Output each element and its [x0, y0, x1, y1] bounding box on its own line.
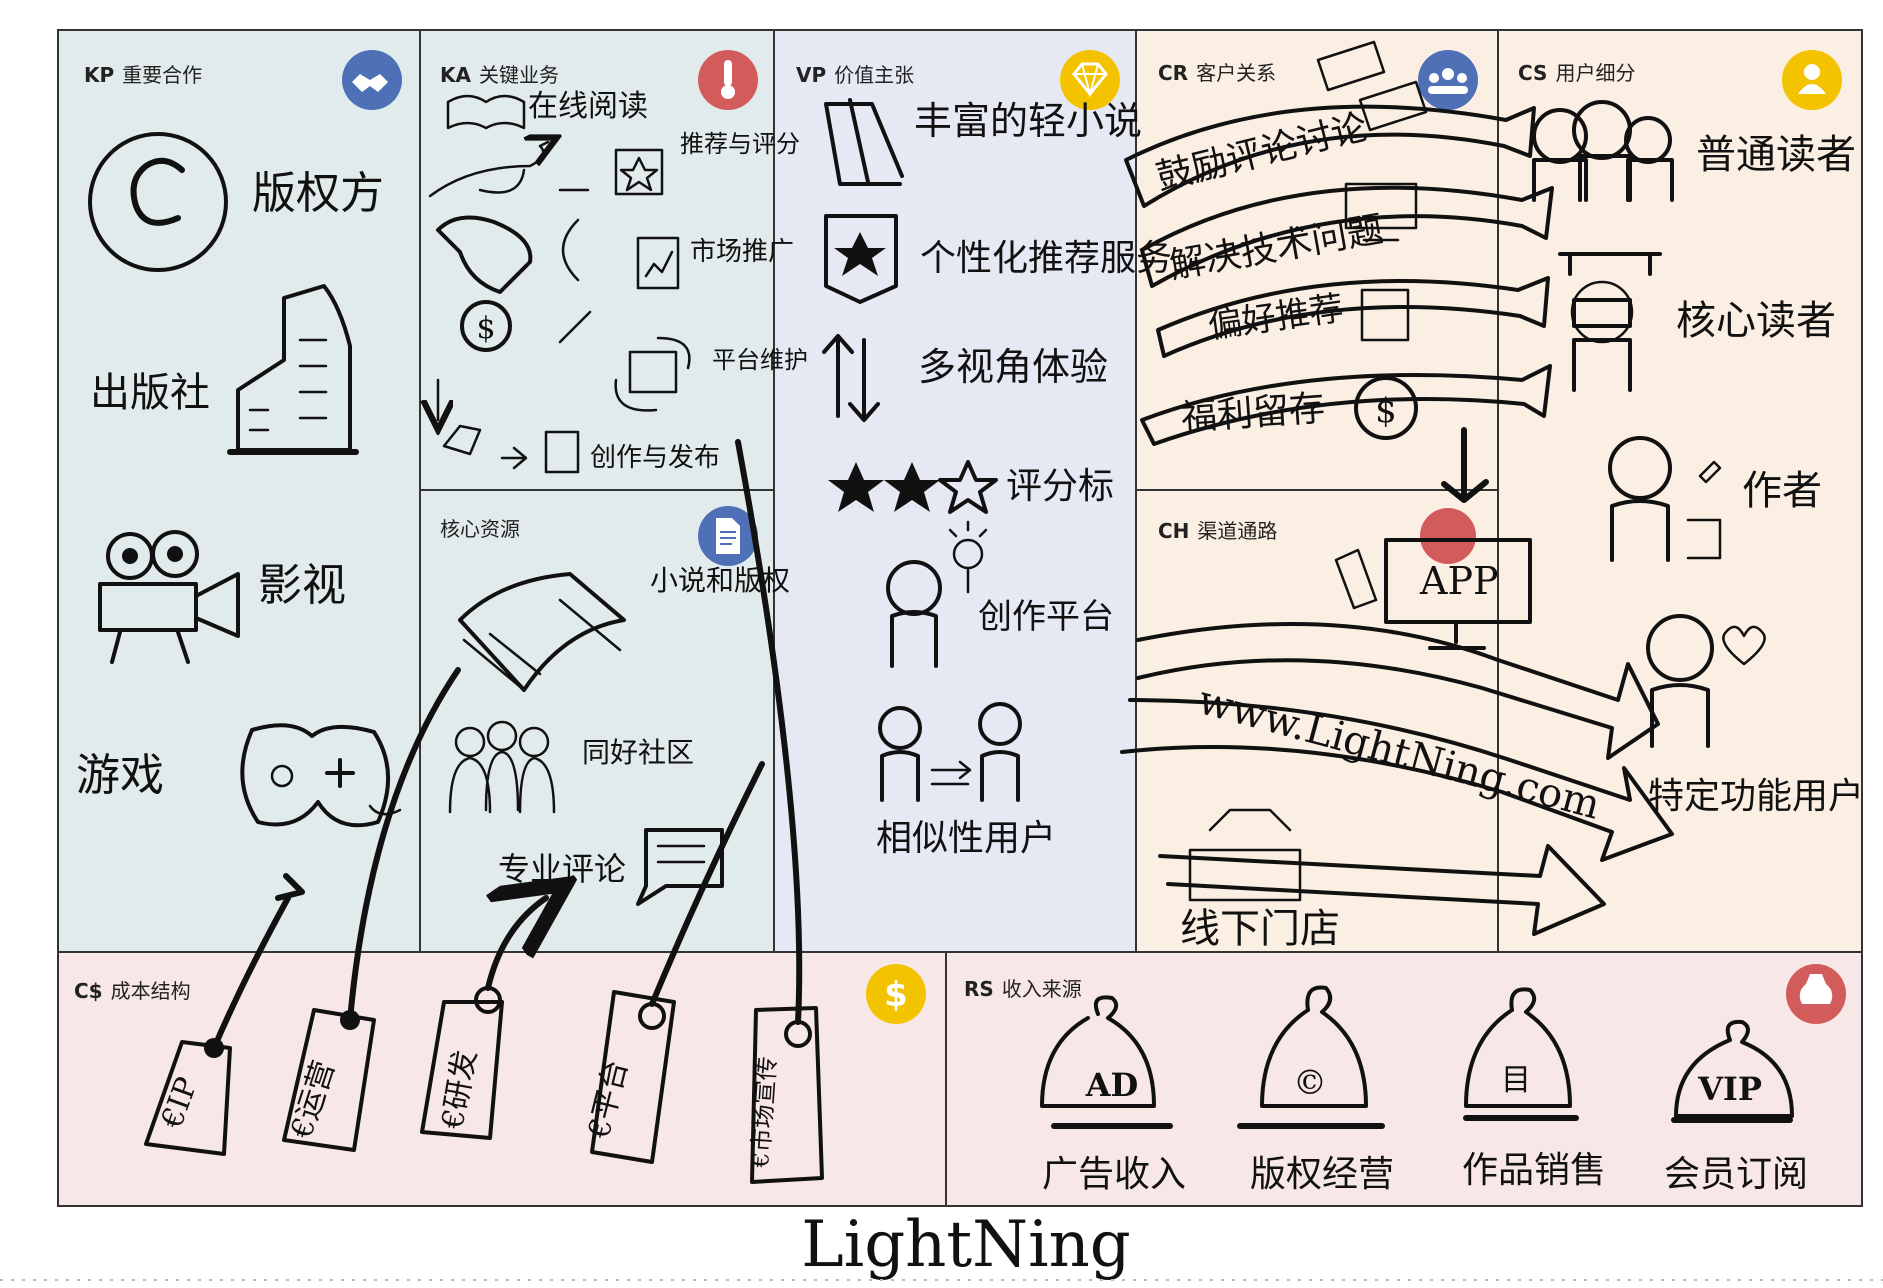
gamepad-icon: [240, 723, 402, 828]
creator-person-icon: [886, 520, 988, 668]
svg-text:$: $: [884, 975, 908, 1015]
ka-item-marketing: 市场推广: [690, 237, 794, 267]
thermometer-icon: [698, 50, 758, 110]
kr-item-pro-reviews: 专业评论: [498, 850, 626, 888]
kp-item-film: 影视: [258, 560, 346, 611]
kr-item-novels-copyright: 小说和版权: [650, 564, 790, 597]
community-people-icon: [448, 720, 556, 814]
rev-bag-mark-vip: VIP: [1697, 1070, 1762, 1108]
diamond-icon: [1060, 50, 1120, 110]
document-icon: [698, 506, 758, 566]
cs-item-authors: 作者: [1742, 468, 1822, 514]
cr-title: CR 客户关系: [1158, 61, 1276, 85]
vp-title: VP 价值主张: [796, 63, 914, 87]
cr-arrow-bands: $: [1124, 40, 1554, 503]
cs-title: CS 用户细分: [1518, 61, 1635, 85]
kr-cell: [419, 489, 775, 953]
app-screen-icon: [1334, 538, 1532, 650]
footer-logo: LightNing: [801, 1208, 1131, 1282]
copyright-icon: [88, 132, 228, 272]
handshake-icon: [342, 50, 402, 110]
books-stack-icon: [824, 98, 904, 186]
author-icon: [1608, 436, 1722, 562]
rev-cell: [945, 951, 1863, 1207]
kp-item-game: 游戏: [76, 750, 164, 801]
kr-title: 核心资源: [440, 517, 520, 541]
ka-flow-arrows: [438, 168, 592, 420]
ka-flow-arrow: [428, 142, 548, 198]
chart-board-icon: [636, 236, 680, 290]
ch-cell: [1135, 489, 1499, 953]
store-icon: [1188, 808, 1302, 902]
money-bag-vip: [1671, 1019, 1794, 1123]
ka-item-create-publish: 创作与发布: [590, 443, 720, 473]
svg-text:$: $: [1375, 391, 1397, 431]
cr-item-benefits-retention: 福利留存: [1180, 388, 1327, 439]
rev-item-membership: 会员订阅: [1664, 1154, 1808, 1195]
vp-item-creation-platform: 创作平台: [978, 597, 1114, 637]
cs-item-core-readers: 核心读者: [1676, 298, 1836, 344]
cs-item-special-users: 特定功能用户: [1648, 776, 1864, 817]
cost-title: C$ 成本结构: [74, 979, 191, 1003]
rev-item-sales: 作品销售: [1462, 1150, 1606, 1191]
building-icon: [227, 284, 359, 455]
general-readers-icon: [1532, 100, 1674, 202]
ch-title: CH 渠道通路: [1158, 519, 1277, 543]
kr-item-fan-community: 同好社区: [582, 736, 694, 769]
cost-tag-platform: [590, 761, 765, 1164]
film-camera-icon: [98, 530, 240, 664]
similar-users-icon: [878, 702, 1022, 802]
screen-icon: [614, 336, 691, 412]
rev-bag-mark-copyright: ©: [1293, 1063, 1327, 1103]
special-user-icon: [1646, 614, 1766, 748]
cost-cell: [57, 951, 947, 1207]
kp-item-publisher: 出版社: [90, 370, 210, 416]
money-bag-ad: [1040, 995, 1173, 1129]
rev-bag-mark-ad: AD: [1085, 1066, 1139, 1104]
kp-title: KP 重要合作: [84, 63, 202, 87]
cost-tag-rnd: [420, 898, 546, 1140]
vp-item-similar-users: 相似性用户: [876, 818, 1056, 859]
cost-tag-ops: [282, 667, 461, 1152]
moneybag-icon: [1786, 964, 1846, 1024]
rev-item-ads: 广告收入: [1042, 1154, 1186, 1195]
book-icon: [458, 572, 626, 692]
cost-tag-ip: [144, 873, 305, 1156]
updown-arrows-icon: [822, 334, 880, 422]
group-icon: [1418, 50, 1478, 110]
star-badge-icon: [824, 214, 898, 304]
rev-title: RS 收入来源: [964, 977, 1082, 1001]
cost-tag-marketing: [735, 439, 824, 1184]
ka-item-recommend-rate: 推荐与评分: [680, 130, 800, 158]
ka-title: KA 关键业务: [440, 63, 559, 87]
star-frame-icon: [614, 148, 664, 196]
cs-item-general-readers: 普通读者: [1696, 132, 1856, 178]
vp-item-rating: 评分标: [1006, 466, 1114, 507]
speech-bubble-icon: [636, 828, 724, 906]
kp-cell: [57, 29, 421, 953]
ka-item-platform-maintenance: 平台维护: [712, 346, 808, 374]
ka-item-online-reading: 在线阅读: [528, 89, 648, 124]
rev-bag-mark-sales: 目: [1501, 1063, 1531, 1098]
vp-item-personalized: 个性化推荐服务: [920, 238, 1172, 279]
ch-item-offline-store: 线下门店: [1180, 906, 1340, 952]
kp-item-copyright-holder: 版权方: [252, 168, 384, 219]
vp-item-rich-novels: 丰富的轻小说: [914, 99, 1142, 143]
share-icon: [1420, 508, 1476, 564]
quill-icon: [442, 424, 580, 474]
dollar-icon: $: [866, 964, 926, 1024]
rev-item-copyright-ops: 版权经营: [1250, 1154, 1394, 1195]
money-bag-sales: [1463, 987, 1579, 1121]
rating-stars-icon: [828, 460, 998, 514]
core-reader-icon: [1558, 252, 1662, 392]
ch-item-app: APP: [1419, 559, 1499, 603]
user-icon: [1782, 50, 1842, 110]
svg-text:$: $: [476, 311, 495, 346]
trophy-icon: $: [436, 215, 533, 352]
vp-item-multiview: 多视角体验: [918, 345, 1108, 389]
money-bag-copyright: [1237, 985, 1385, 1129]
cs-cell: [1497, 29, 1863, 953]
